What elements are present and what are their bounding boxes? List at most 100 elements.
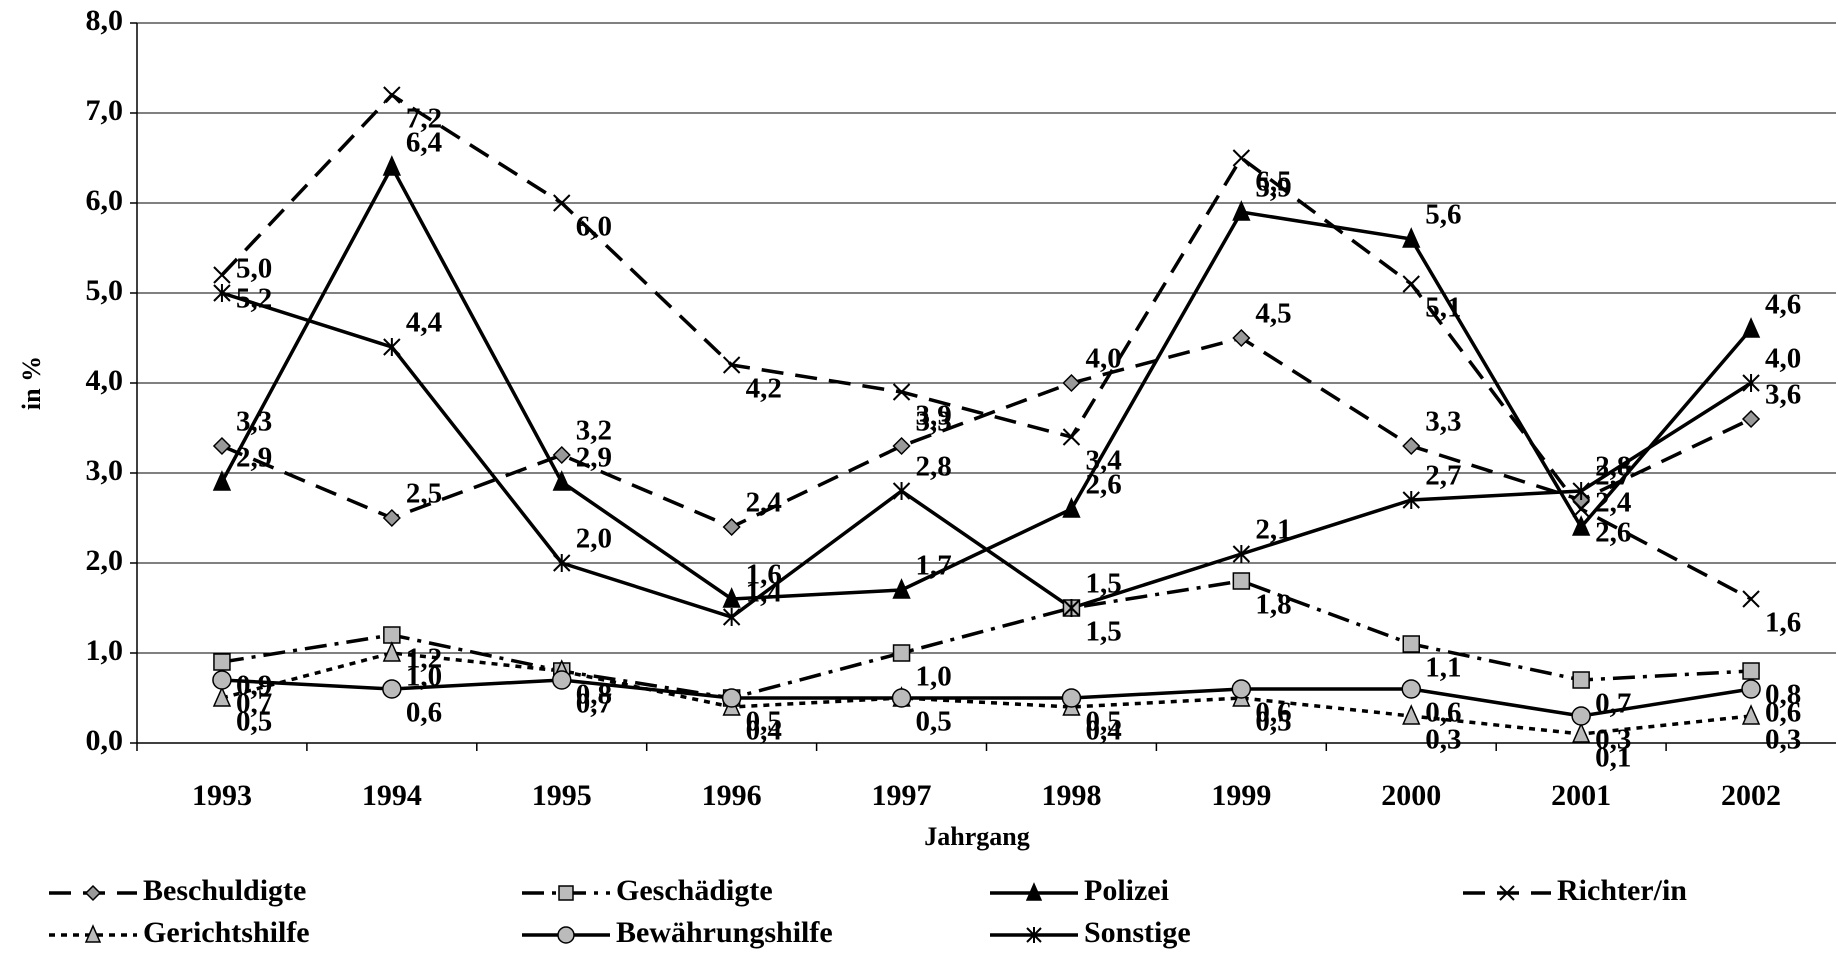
- series-line: [221, 291, 1752, 619]
- series-line: [221, 579, 1752, 700]
- marker: [382, 641, 402, 662]
- x-tick-label: 1994: [362, 779, 422, 812]
- y-tick-label: 6,0: [86, 184, 124, 217]
- marker: [212, 436, 232, 456]
- x-tick-label: 2001: [1551, 779, 1611, 812]
- x-tick-label: 1993: [192, 779, 252, 812]
- marker: [1401, 679, 1421, 699]
- marker: [1062, 373, 1081, 393]
- marker: [213, 653, 231, 671]
- marker: [383, 626, 401, 644]
- marker: [1231, 679, 1252, 699]
- legend-marker: [1499, 885, 1515, 901]
- data-label: 1,0: [406, 661, 442, 693]
- data-label: 4,6: [1765, 289, 1801, 321]
- data-label: 3,2: [576, 415, 612, 447]
- marker: [1402, 275, 1420, 293]
- data-label: 0,8: [1765, 679, 1801, 711]
- y-tick-label: 2,0: [86, 544, 124, 577]
- legend-marker: [84, 884, 102, 902]
- data-label: 0,3: [1595, 724, 1631, 756]
- x-tick-label: 1995: [532, 779, 592, 812]
- marker: [212, 470, 232, 491]
- legend-item: Gerichtshilfe: [49, 916, 310, 949]
- marker: [1062, 599, 1081, 617]
- marker: [1061, 688, 1082, 708]
- y-tick-label: 8,0: [86, 4, 124, 37]
- legend-marker: [1025, 882, 1043, 901]
- data-label: 2,7: [1425, 460, 1461, 492]
- marker: [382, 679, 402, 699]
- data-label: 0,5: [1255, 706, 1291, 738]
- y-tick-label: 0,0: [86, 724, 124, 757]
- series-line: [220, 92, 1752, 601]
- data-label: 6,4: [406, 127, 442, 159]
- data-label: 1,5: [1085, 616, 1121, 648]
- data-label: 0,7: [236, 688, 272, 720]
- marker: [212, 670, 232, 690]
- y-tick-label: 5,0: [86, 274, 124, 307]
- y-tick-label: 1,0: [86, 634, 124, 667]
- x-tick-label: 1999: [1211, 779, 1271, 812]
- data-label: 0,4: [746, 715, 782, 747]
- legend-item: Bewährungshilfe: [522, 916, 833, 949]
- data-label: 0,9: [236, 670, 272, 702]
- data-label: 5,6: [1425, 199, 1461, 231]
- marker: [213, 266, 231, 284]
- data-label: 4,0: [1085, 343, 1121, 375]
- legend-marker: [558, 885, 574, 901]
- marker: [892, 482, 911, 500]
- marker: [1741, 679, 1761, 699]
- x-tick-label: 1997: [872, 779, 932, 812]
- marker: [1232, 328, 1251, 348]
- legend-marker: [84, 924, 102, 943]
- data-label: 2,0: [576, 523, 612, 555]
- marker: [552, 670, 572, 690]
- marker: [1571, 722, 1591, 743]
- legend-label: Bewährungshilfe: [616, 916, 833, 949]
- marker: [1571, 515, 1591, 536]
- data-label: 2,4: [1595, 487, 1631, 519]
- legend-label: Polizei: [1084, 874, 1169, 907]
- marker: [552, 470, 571, 491]
- marker: [1742, 662, 1760, 680]
- data-label: 2,5: [406, 478, 442, 510]
- data-label: 0,4: [1085, 715, 1121, 747]
- x-tick-label: 2000: [1381, 779, 1441, 812]
- data-label: 1,5: [1085, 568, 1121, 600]
- data-label: 0,7: [1595, 688, 1631, 720]
- marker: [1232, 149, 1251, 167]
- marker: [1402, 635, 1420, 653]
- y-tick-label: 3,0: [86, 454, 124, 487]
- data-label: 1,6: [746, 559, 782, 591]
- data-label: 1,2: [406, 643, 442, 675]
- data-label: 1,1: [1425, 652, 1461, 684]
- legend-label: Richter/in: [1557, 874, 1687, 907]
- marker: [722, 608, 741, 626]
- data-label: 2,9: [236, 442, 272, 474]
- data-label: 4,4: [406, 307, 442, 339]
- x-tick-label: 1996: [702, 779, 762, 812]
- data-label: 0,5: [746, 706, 782, 738]
- legend-item: Sonstige: [990, 916, 1191, 949]
- marker: [1062, 497, 1081, 518]
- marker: [383, 86, 401, 104]
- data-label: 7,2: [406, 103, 442, 135]
- data-label: 0,3: [1425, 724, 1461, 756]
- data-label: 2,7: [1595, 460, 1631, 492]
- data-label: 0,6: [406, 697, 442, 729]
- marker: [553, 554, 571, 572]
- legend-item: Beschuldigte: [49, 874, 306, 907]
- marker: [1402, 491, 1420, 509]
- marker: [1062, 428, 1081, 446]
- marker: [1402, 436, 1421, 456]
- marker: [1572, 671, 1590, 689]
- legend-item: Geschädigte: [522, 874, 773, 907]
- data-label: 0,1: [1595, 742, 1631, 774]
- data-label: 3,6: [1765, 379, 1801, 411]
- data-label: 2,4: [746, 487, 782, 519]
- data-label: 6,0: [576, 211, 612, 243]
- data-label: 0,8: [576, 679, 612, 711]
- data-label: 0,5: [916, 706, 952, 738]
